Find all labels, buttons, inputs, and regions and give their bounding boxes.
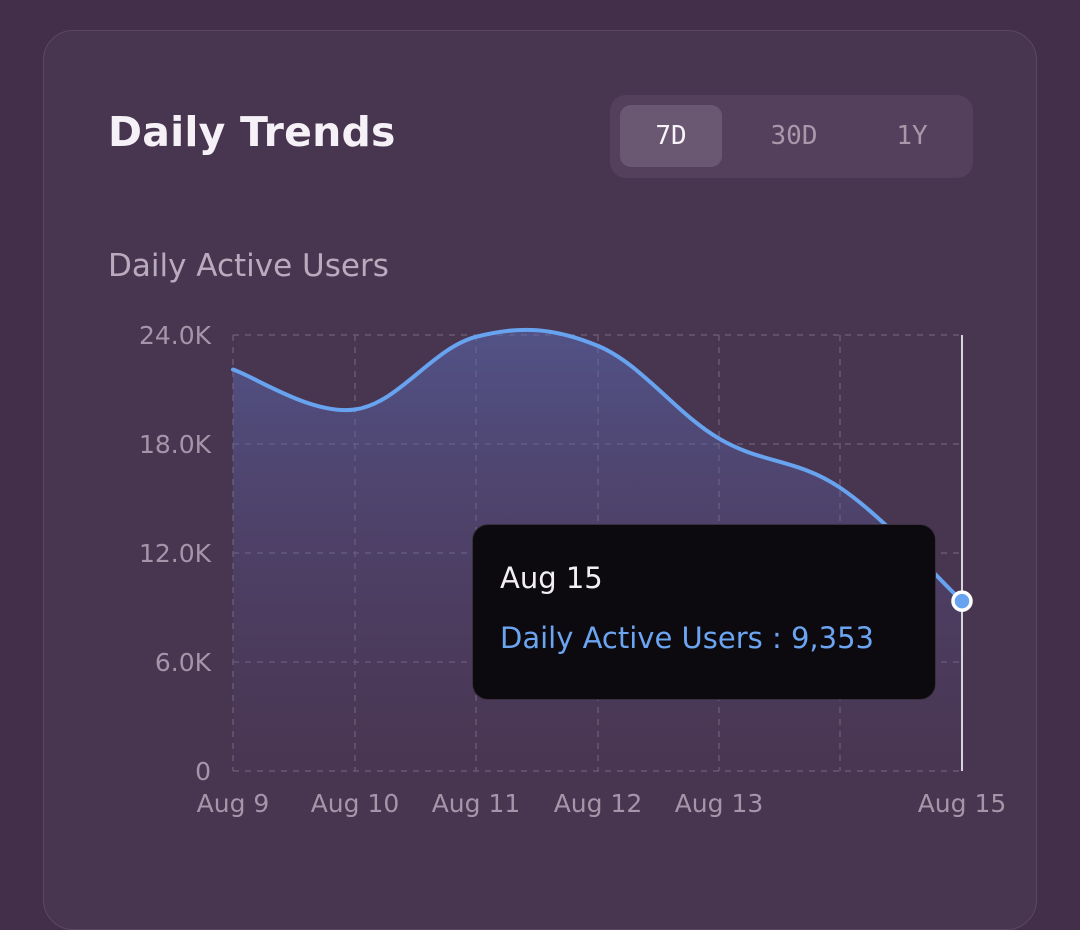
y-tick-label: 24.0K <box>139 321 212 350</box>
card-title: Daily Trends <box>108 108 396 156</box>
x-tick-label: Aug 12 <box>554 789 643 818</box>
x-tick-label: Aug 13 <box>675 789 764 818</box>
series-line <box>231 327 964 604</box>
y-tick-label: 12.0K <box>139 539 212 568</box>
highlighted-data-point[interactable] <box>951 590 973 612</box>
y-tick-label: 0 <box>195 757 211 786</box>
tooltip-date: Aug 15 <box>500 561 603 595</box>
x-tick-label: Aug 15 <box>918 789 1007 818</box>
tooltip-series-name: Daily Active Users <box>500 621 763 655</box>
x-tick-label: Aug 9 <box>197 789 270 818</box>
x-tick-label: Aug 11 <box>432 789 521 818</box>
y-tick-label: 6.0K <box>155 648 212 677</box>
tooltip-series-value: 9,353 <box>790 621 874 655</box>
chart-subtitle: Daily Active Users <box>108 248 389 284</box>
chart-tooltip: Aug 15 Daily Active Users : 9,353 <box>472 524 936 700</box>
tooltip-value: Daily Active Users : 9,353 <box>500 621 874 655</box>
range-7d-button[interactable]: 7D <box>620 105 722 167</box>
x-tick-label: Aug 10 <box>311 789 400 818</box>
range-1y-button[interactable]: 1Y <box>896 121 928 151</box>
range-toggle: 7D 30D 1Y <box>610 95 973 178</box>
area-chart[interactable]: 0 6.0K 12.0K 18.0K 24.0K Aug 9 Aug 10 Aug 11 Aug… <box>0 0 1080 884</box>
y-tick-label: 18.0K <box>139 430 212 459</box>
range-30d-button[interactable]: 30D <box>770 121 818 151</box>
